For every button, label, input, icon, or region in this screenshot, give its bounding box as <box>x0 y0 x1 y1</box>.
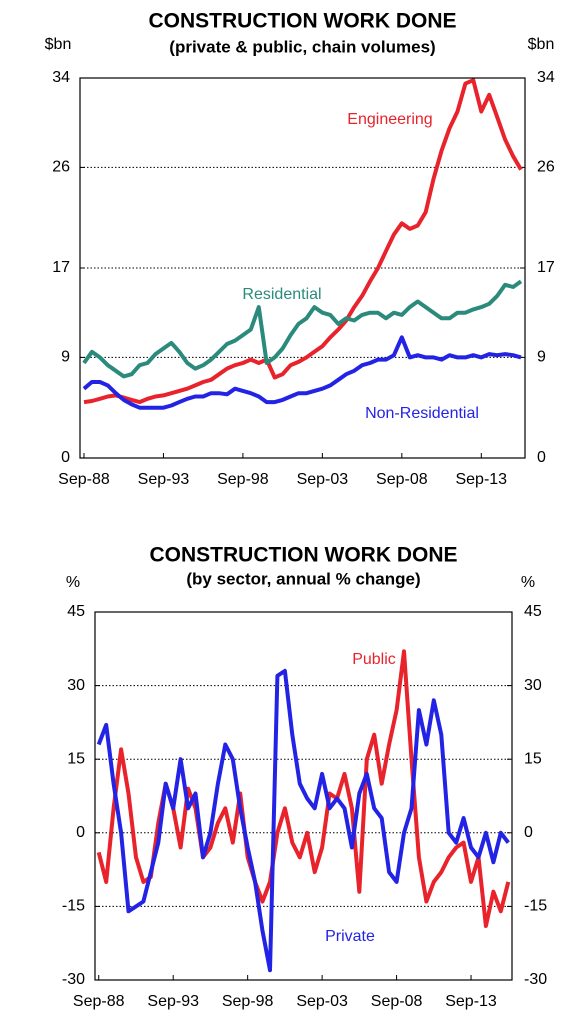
x-tick-label: Sep-03 <box>296 993 348 1010</box>
y-tick-label-right: 15 <box>524 750 542 767</box>
y-tick-label: -30 <box>62 971 85 988</box>
y-tick-label: 26 <box>52 159 70 176</box>
y-tick-label-right: -30 <box>524 971 547 988</box>
chart-title: CONSTRUCTION WORK DONE <box>150 544 458 567</box>
series-label: Public <box>352 651 396 668</box>
series-line <box>96 668 510 973</box>
y-tick-label: 0 <box>61 449 70 466</box>
chart-subtitle: (private & public, chain volumes) <box>169 37 435 56</box>
plot-frame <box>79 77 526 459</box>
x-tick-label: Sep-98 <box>217 471 269 488</box>
y-tick-label-right: 34 <box>537 69 555 86</box>
y-tick-label-right: 17 <box>537 259 555 276</box>
chart-subtitle: (by sector, annual % change) <box>186 569 420 588</box>
y-tick-label-right: 9 <box>537 349 546 366</box>
y-tick-label: 17 <box>52 259 70 276</box>
x-tick-label: Sep-08 <box>376 471 428 488</box>
y-tick-label: 30 <box>67 677 85 694</box>
y-tick-label: 45 <box>67 603 85 620</box>
series-line <box>82 279 523 379</box>
x-tick-label: Sep-13 <box>445 993 497 1010</box>
series-label: Engineering <box>347 111 432 128</box>
chart-title: CONSTRUCTION WORK DONE <box>149 10 457 33</box>
series-line <box>82 335 522 410</box>
y-unit: $bn <box>45 36 72 53</box>
x-tick-label: Sep-03 <box>297 471 349 488</box>
x-tick-label: Sep-98 <box>222 993 274 1010</box>
y-tick-label: 34 <box>52 69 70 86</box>
y-tick-label-right: 0 <box>537 449 546 466</box>
y-unit: % <box>66 574 80 591</box>
series-label: Non-Residential <box>365 405 479 422</box>
series-line <box>83 78 523 405</box>
plot-frame <box>94 611 513 981</box>
y-unit-right: % <box>521 574 535 591</box>
x-tick-label: Sep-13 <box>455 471 507 488</box>
y-tick-label-right: 45 <box>524 603 542 620</box>
x-tick-label: Sep-88 <box>73 993 125 1010</box>
x-tick-label: Sep-93 <box>147 993 199 1010</box>
y-tick-label-right: 26 <box>537 159 555 176</box>
y-tick-label: 15 <box>67 750 85 767</box>
y-tick-label-right: -15 <box>524 898 547 915</box>
x-tick-label: Sep-88 <box>58 471 110 488</box>
series-label: Private <box>325 928 375 945</box>
y-tick-label-right: 0 <box>524 824 533 841</box>
series-label: Residential <box>242 286 321 303</box>
x-tick-label: Sep-08 <box>371 993 423 1010</box>
y-tick-label-right: 30 <box>524 677 542 694</box>
y-tick-label: 9 <box>61 349 70 366</box>
y-tick-label: -15 <box>62 898 85 915</box>
y-tick-label: 0 <box>76 824 85 841</box>
y-unit-right: $bn <box>528 36 555 53</box>
x-tick-label: Sep-93 <box>138 471 190 488</box>
